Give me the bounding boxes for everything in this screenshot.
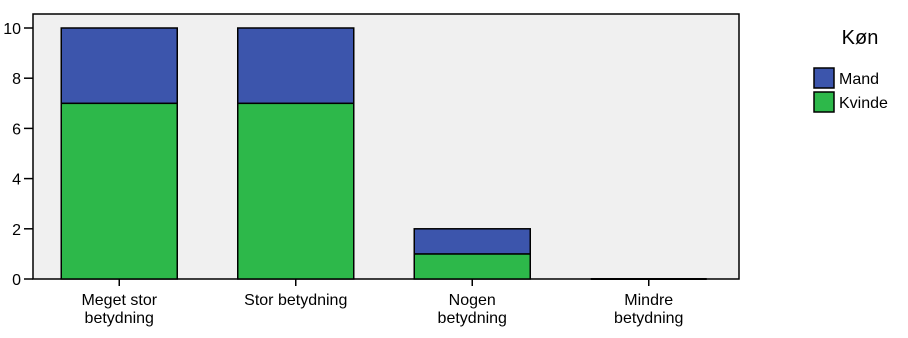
x-tick-label-line: betydning [85,310,154,327]
y-tick-label: 6 [12,121,21,138]
x-tick-label-line: betydning [438,310,507,327]
bar-segment-kvinde [60,102,178,280]
bar-segment-kvinde [413,253,531,280]
x-tick-label-line: Meget stor [81,292,157,309]
legend-swatch-kvinde [813,91,835,113]
y-tick-label: 2 [12,222,21,239]
legend-title: Køn [842,27,879,49]
x-tick-label-line: betydning [614,310,683,327]
bar-segment-mand [60,27,178,105]
x-tick-label-line: Nogen [449,292,496,309]
x-tick-label: Stor betydning [244,292,347,309]
legend-label-kvinde: Kvinde [839,95,888,112]
x-tick-label: Meget stor betydning [81,292,157,327]
y-tick-label: 10 [3,21,21,38]
bar-segment-kvinde [237,102,355,280]
legend-label-mand: Mand [839,71,879,88]
bars-group [60,27,707,280]
x-tick-label: Nogen betydning [438,292,507,327]
x-tick-label: Mindre betydning [614,292,683,327]
y-axis: 0 2 4 6 8 10 [3,21,33,289]
y-tick-label: 0 [12,272,21,289]
legend: Køn Mand Kvinde [813,27,888,113]
y-tick-label: 8 [12,71,21,88]
x-tick-label-line: Mindre [624,292,673,309]
bar-segment-mand [413,228,531,255]
x-tick-label-line: Stor betydning [244,292,347,309]
y-tick-label: 4 [12,172,21,189]
legend-swatch-mand [813,67,835,89]
bar-segment-mand [237,27,355,105]
